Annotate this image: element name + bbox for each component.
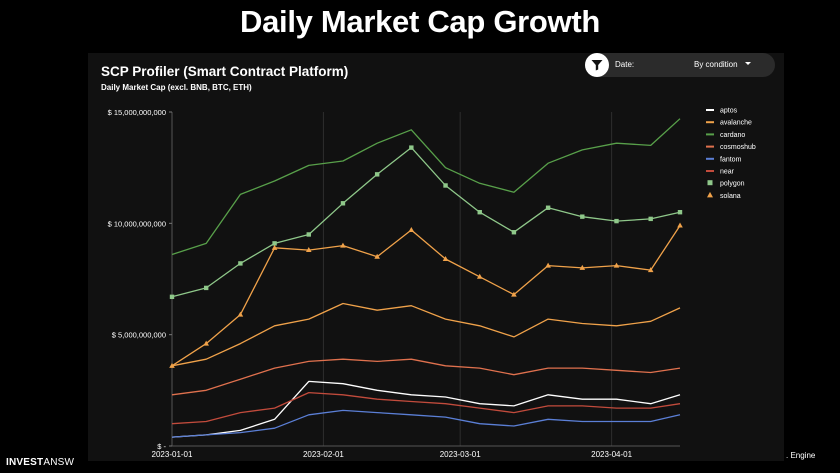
slide-title: Daily Market Cap Growth <box>239 4 600 39</box>
x-tick-label: 2023-03-01 <box>440 450 481 459</box>
series-line-cosmoshub <box>171 358 681 396</box>
series-line-avalanche <box>171 302 681 367</box>
chart-title: SCP Profiler (Smart Contract Platform) <box>101 64 349 79</box>
point-solana <box>545 262 551 268</box>
legend-marker-solana <box>707 191 713 198</box>
point-solana <box>476 273 483 279</box>
point-polygon <box>409 145 414 150</box>
date-filter-label: Date: <box>615 60 635 69</box>
brand-logo: INVESTANSW <box>6 457 74 468</box>
point-solana <box>203 340 209 346</box>
point-solana <box>647 267 654 273</box>
series-line-fantom <box>171 409 681 438</box>
series-line-cardano <box>171 118 681 256</box>
point-solana <box>613 262 620 268</box>
x-tick-label: 2023-04-01 <box>591 450 632 459</box>
legend-label-aptos: aptos <box>720 108 738 115</box>
point-solana <box>442 255 449 261</box>
point-polygon <box>238 261 243 266</box>
chart-panel <box>88 53 784 461</box>
series-line-aptos <box>171 380 681 438</box>
point-polygon <box>677 210 683 215</box>
series-line-near <box>171 391 681 425</box>
y-tick-label: $ 10,000,000,000 <box>108 219 166 228</box>
legend-label-solana: solana <box>720 193 741 200</box>
point-solana <box>579 264 586 270</box>
point-polygon <box>306 232 311 237</box>
point-polygon <box>443 183 448 188</box>
legend-label-cardano: cardano <box>720 132 745 139</box>
legend-label-fantom: fantom <box>720 156 742 163</box>
date-filter-dropdown[interactable]: By condition <box>694 60 738 69</box>
point-solana <box>271 244 278 250</box>
point-solana <box>237 311 244 317</box>
legend-label-avalanche: avalanche <box>720 120 752 127</box>
point-polygon <box>340 201 346 206</box>
point-polygon <box>169 294 175 300</box>
series-line-polygon <box>171 146 681 298</box>
footer-text: . Engine <box>786 451 816 460</box>
series-line-solana <box>171 225 681 367</box>
point-polygon <box>580 214 585 219</box>
point-solana <box>374 253 380 259</box>
x-tick-label: 2023-02-01 <box>303 450 344 459</box>
point-solana <box>305 247 312 253</box>
legend-label-cosmoshub: cosmoshub <box>720 144 756 151</box>
legend-marker-polygon <box>707 180 713 186</box>
point-solana <box>169 362 175 368</box>
chevron-down-icon[interactable] <box>745 62 751 65</box>
y-tick-label: $ - <box>157 442 166 451</box>
y-tick-label: $ 15,000,000,000 <box>108 108 166 117</box>
date-filter[interactable]: Date: By condition <box>585 53 775 77</box>
logo-text-rest: ANSW <box>43 457 75 468</box>
point-polygon <box>272 241 277 246</box>
point-polygon <box>545 205 551 210</box>
point-polygon <box>203 285 209 291</box>
point-solana <box>340 242 346 248</box>
legend-label-polygon: polygon <box>720 181 745 188</box>
y-tick-label: $ 5,000,000,000 <box>112 331 166 340</box>
point-polygon <box>477 210 482 215</box>
logo-text-bold: INVEST <box>6 457 44 468</box>
point-polygon <box>511 230 517 235</box>
point-polygon <box>614 218 619 224</box>
chart-subtitle: Daily Market Cap (excl. BNB, BTC, ETH) <box>101 83 252 92</box>
funnel-icon[interactable] <box>585 53 609 77</box>
point-solana <box>677 222 683 228</box>
x-tick-label: 2023-01-01 <box>152 450 193 459</box>
point-polygon <box>648 216 653 222</box>
legend-label-near: near <box>720 169 735 176</box>
point-solana <box>511 291 517 297</box>
point-solana <box>408 227 415 233</box>
point-polygon <box>374 172 380 177</box>
